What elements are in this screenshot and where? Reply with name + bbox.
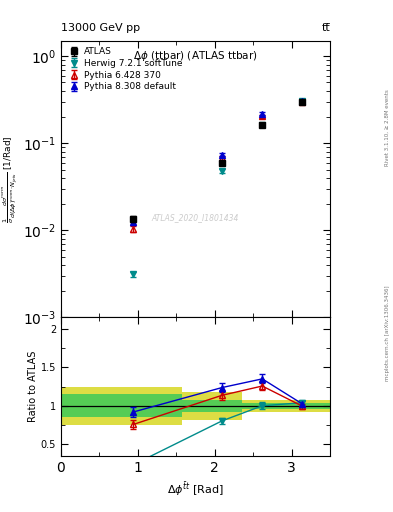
Legend: ATLAS, Herwig 7.2.1 softTune, Pythia 6.428 370, Pythia 8.308 default: ATLAS, Herwig 7.2.1 softTune, Pythia 6.4… [65, 46, 185, 93]
Y-axis label: $\frac{1}{\sigma}\frac{d\sigma^{norm}}{d(\Delta\phi)^{norm}{\cdot}N_{jets}}$ [1/: $\frac{1}{\sigma}\frac{d\sigma^{norm}}{d… [0, 135, 20, 223]
Text: Rivet 3.1.10, ≥ 2.8M events: Rivet 3.1.10, ≥ 2.8M events [385, 90, 389, 166]
X-axis label: $\Delta\phi^{\bar{t}t}$ [Rad]: $\Delta\phi^{\bar{t}t}$ [Rad] [167, 480, 224, 498]
Text: mcplots.cern.ch [arXiv:1306.3436]: mcplots.cern.ch [arXiv:1306.3436] [385, 285, 389, 380]
Y-axis label: Ratio to ATLAS: Ratio to ATLAS [28, 351, 38, 422]
Text: tt̅: tt̅ [321, 23, 330, 33]
Text: ATLAS_2020_I1801434: ATLAS_2020_I1801434 [152, 214, 239, 222]
Text: 13000 GeV pp: 13000 GeV pp [61, 23, 140, 33]
Text: $\Delta\phi$ (ttbar) (ATLAS ttbar): $\Delta\phi$ (ttbar) (ATLAS ttbar) [133, 49, 258, 63]
